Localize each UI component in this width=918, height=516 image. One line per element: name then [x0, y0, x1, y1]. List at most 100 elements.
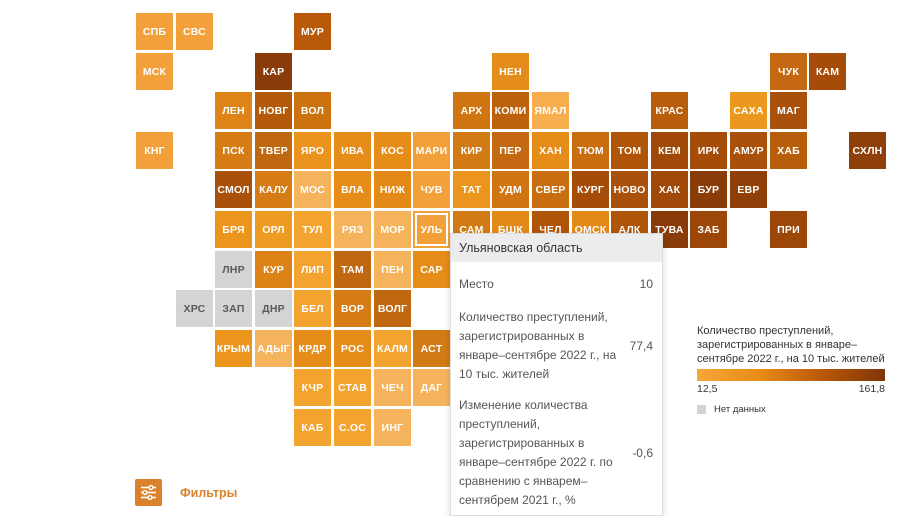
region-tile-тат[interactable]: ТАТ	[453, 171, 490, 208]
region-tile-ива[interactable]: ИВА	[334, 132, 371, 169]
region-tile-лнр[interactable]: ЛНР	[215, 251, 252, 288]
region-tile-хан[interactable]: ХАН	[532, 132, 569, 169]
region-tile-смол[interactable]: СМОЛ	[215, 171, 252, 208]
region-tile-коми[interactable]: КОМИ	[492, 92, 529, 129]
region-tile-мос[interactable]: МОС	[294, 171, 331, 208]
region-tile-чук[interactable]: ЧУК	[770, 53, 807, 90]
legend-min-label: 12,5	[697, 383, 718, 395]
legend-ticks: 12,5 161,8	[697, 383, 885, 397]
region-tile-свс[interactable]: СВС	[176, 13, 213, 50]
region-tile-бур[interactable]: БУР	[690, 171, 727, 208]
region-tile-калм[interactable]: КАЛМ	[374, 330, 411, 367]
tooltip-row-change: Изменение количества преступлений, зарег…	[459, 396, 653, 510]
region-tile-кнг[interactable]: КНГ	[136, 132, 173, 169]
region-tile-ямал[interactable]: ЯМАЛ	[532, 92, 569, 129]
region-tile-пен[interactable]: ПЕН	[374, 251, 411, 288]
region-tile-новг[interactable]: НОВГ	[255, 92, 292, 129]
region-tile-кос[interactable]: КОС	[374, 132, 411, 169]
filters-button[interactable]: Фильтры	[135, 479, 237, 506]
region-tile-даг[interactable]: ДАГ	[413, 369, 450, 406]
region-tile-чув[interactable]: ЧУВ	[413, 171, 450, 208]
region-tile-крас[interactable]: КРАС	[651, 92, 688, 129]
region-tile-ирк[interactable]: ИРК	[690, 132, 727, 169]
region-tile-кург[interactable]: КУРГ	[572, 171, 609, 208]
region-tile-арх[interactable]: АРХ	[453, 92, 490, 129]
tooltip-rank-label: Место	[459, 277, 494, 291]
region-tile-каб[interactable]: КАБ	[294, 409, 331, 446]
region-tile-уль[interactable]: УЛЬ	[413, 211, 450, 248]
region-tile-рос[interactable]: РОС	[334, 330, 371, 367]
region-tile-тул[interactable]: ТУЛ	[294, 211, 331, 248]
region-tile-свер[interactable]: СВЕР	[532, 171, 569, 208]
region-tile-крдр[interactable]: КРДР	[294, 330, 331, 367]
region-tile-мари[interactable]: МАРИ	[413, 132, 450, 169]
region-tile-кар[interactable]: КАР	[255, 53, 292, 90]
region-tile-при[interactable]: ПРИ	[770, 211, 807, 248]
tooltip-title: Ульяновская область	[451, 234, 662, 262]
region-tile-твер[interactable]: ТВЕР	[255, 132, 292, 169]
region-tile-вор[interactable]: ВОР	[334, 290, 371, 327]
region-tile-саха[interactable]: САХА	[730, 92, 767, 129]
region-tile-мск[interactable]: МСК	[136, 53, 173, 90]
region-tile-ряз[interactable]: РЯЗ	[334, 211, 371, 248]
region-tooltip: Ульяновская область Место 10 Количество …	[450, 233, 663, 516]
tooltip-crime-rate-label: Количество преступлений, зарегистрирован…	[459, 310, 617, 381]
region-tile-спб[interactable]: СПБ	[136, 13, 173, 50]
region-tile-с.ос[interactable]: С.ОС	[334, 409, 371, 446]
region-tile-днр[interactable]: ДНР	[255, 290, 292, 327]
region-tile-став[interactable]: СТАВ	[334, 369, 371, 406]
region-tile-крым[interactable]: КРЫМ	[215, 330, 252, 367]
sliders-icon[interactable]	[135, 479, 162, 506]
region-tile-бел[interactable]: БЕЛ	[294, 290, 331, 327]
filters-label[interactable]: Фильтры	[180, 485, 238, 500]
region-tile-мур[interactable]: МУР	[294, 13, 331, 50]
region-tile-том[interactable]: ТОМ	[611, 132, 648, 169]
region-tile-хак[interactable]: ХАК	[651, 171, 688, 208]
tooltip-crime-rate-value: 77,4	[629, 339, 653, 353]
region-tile-маг[interactable]: МАГ	[770, 92, 807, 129]
region-tile-пер[interactable]: ПЕР	[492, 132, 529, 169]
legend-gradient-bar	[697, 369, 885, 381]
legend-title: Количество преступлений, зарегистрирован…	[697, 325, 885, 365]
region-tile-пск[interactable]: ПСК	[215, 132, 252, 169]
region-tile-вол[interactable]: ВОЛ	[294, 92, 331, 129]
region-tile-кир[interactable]: КИР	[453, 132, 490, 169]
region-tile-зап[interactable]: ЗАП	[215, 290, 252, 327]
region-tile-орл[interactable]: ОРЛ	[255, 211, 292, 248]
color-legend: Количество преступлений, зарегистрирован…	[697, 324, 897, 415]
region-tile-кур[interactable]: КУР	[255, 251, 292, 288]
region-tile-евр[interactable]: ЕВР	[730, 171, 767, 208]
region-tile-лен[interactable]: ЛЕН	[215, 92, 252, 129]
region-tile-бря[interactable]: БРЯ	[215, 211, 252, 248]
region-tile-кчр[interactable]: КЧР	[294, 369, 331, 406]
legend-no-data: Нет данных	[697, 404, 897, 415]
region-tile-удм[interactable]: УДМ	[492, 171, 529, 208]
tooltip-change-value: -0,6	[632, 446, 653, 460]
region-tile-яро[interactable]: ЯРО	[294, 132, 331, 169]
tooltip-change-label: Изменение количества преступлений, зарег…	[459, 398, 613, 507]
region-tile-хрс[interactable]: ХРС	[176, 290, 213, 327]
region-tile-заб[interactable]: ЗАБ	[690, 211, 727, 248]
region-tile-лип[interactable]: ЛИП	[294, 251, 331, 288]
region-tile-ново[interactable]: НОВО	[611, 171, 648, 208]
region-tile-нен[interactable]: НЕН	[492, 53, 529, 90]
region-tile-чеч[interactable]: ЧЕЧ	[374, 369, 411, 406]
region-tile-кем[interactable]: КЕМ	[651, 132, 688, 169]
region-tile-вла[interactable]: ВЛА	[334, 171, 371, 208]
region-tile-аст[interactable]: АСТ	[413, 330, 450, 367]
region-tile-адыг[interactable]: АДЫГ	[255, 330, 292, 367]
region-tile-мор[interactable]: МОР	[374, 211, 411, 248]
region-tile-тюм[interactable]: ТЮМ	[572, 132, 609, 169]
region-tile-схлн[interactable]: СХЛН	[849, 132, 886, 169]
region-tile-там[interactable]: ТАМ	[334, 251, 371, 288]
region-tile-калу[interactable]: КАЛУ	[255, 171, 292, 208]
region-tile-сар[interactable]: САР	[413, 251, 450, 288]
region-tile-кам[interactable]: КАМ	[809, 53, 846, 90]
region-tile-амур[interactable]: АМУР	[730, 132, 767, 169]
region-tile-хаб[interactable]: ХАБ	[770, 132, 807, 169]
region-tile-инг[interactable]: ИНГ	[374, 409, 411, 446]
region-tile-ниж[interactable]: НИЖ	[374, 171, 411, 208]
region-tile-волг[interactable]: ВОЛГ	[374, 290, 411, 327]
tooltip-row-crime-rate: Количество преступлений, зарегистрирован…	[459, 308, 653, 384]
